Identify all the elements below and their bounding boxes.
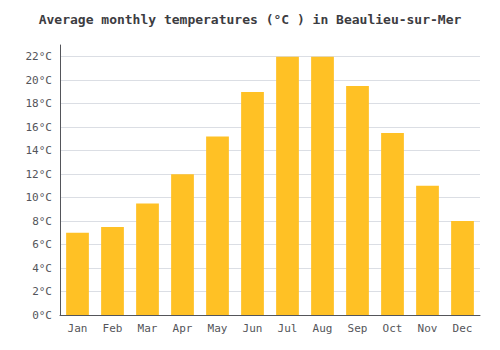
svg-text:18°C: 18°C [26, 97, 53, 110]
svg-text:2°C: 2°C [32, 285, 52, 298]
svg-text:Jun: Jun [243, 322, 263, 335]
svg-text:14°C: 14°C [26, 144, 53, 157]
svg-text:Dec: Dec [453, 322, 473, 335]
svg-text:Jul: Jul [278, 322, 298, 335]
svg-text:Apr: Apr [173, 322, 193, 335]
svg-text:May: May [208, 322, 228, 335]
svg-text:16°C: 16°C [26, 121, 53, 134]
svg-text:12°C: 12°C [26, 168, 53, 181]
svg-text:22°C: 22°C [26, 50, 53, 63]
svg-text:Feb: Feb [103, 322, 123, 335]
svg-text:Jan: Jan [68, 322, 88, 335]
svg-text:Average monthly temperatures (: Average monthly temperatures (°C ) in Be… [39, 12, 462, 27]
svg-text:20°C: 20°C [26, 74, 53, 87]
svg-text:4°C: 4°C [32, 262, 52, 275]
svg-text:Sep: Sep [348, 322, 368, 335]
svg-text:Mar: Mar [138, 322, 158, 335]
svg-text:10°C: 10°C [26, 191, 53, 204]
svg-text:Nov: Nov [418, 322, 438, 335]
svg-text:Oct: Oct [383, 322, 403, 335]
svg-text:6°C: 6°C [32, 238, 52, 251]
svg-text:0°C: 0°C [32, 309, 52, 322]
svg-text:8°C: 8°C [32, 215, 52, 228]
svg-text:Aug: Aug [313, 322, 333, 335]
